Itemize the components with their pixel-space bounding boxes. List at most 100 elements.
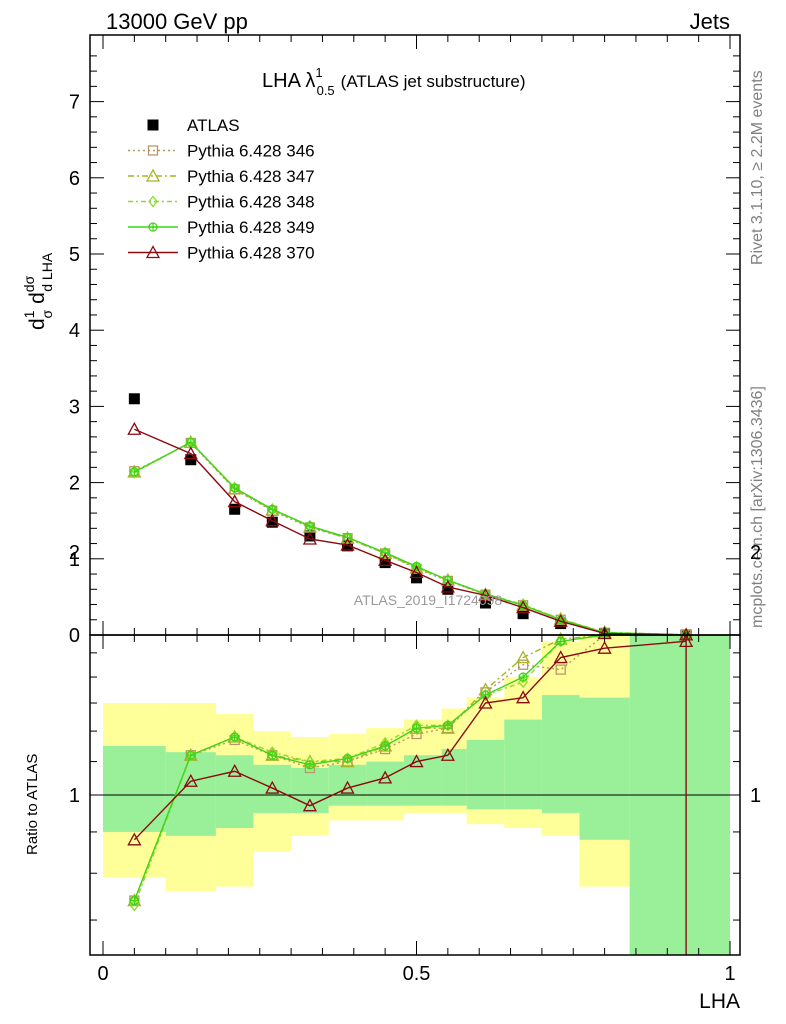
main-ylabel: d1 σddσ d LHA (21, 252, 55, 330)
ratio-ytick-label-left-2: 2 (69, 542, 80, 564)
legend-marker-2 (145, 168, 161, 182)
ratio-point-s4-0 (127, 832, 142, 846)
legend: ATLAS Pythia 6.428 346 Pythia 6.428 347 Pyt… (128, 116, 315, 263)
band-inner-2 (215, 755, 254, 829)
band-inner-7 (403, 755, 442, 806)
header-left: 13000 GeV pp (106, 9, 248, 34)
ratio-ytick-label-right-1: 1 (750, 785, 761, 807)
main-point-s0-8 (442, 583, 454, 595)
band-inner-11 (541, 695, 580, 813)
ratio-point-s4-12 (597, 640, 612, 654)
main-point-s5-6 (378, 552, 393, 566)
main-point-s4-0 (129, 467, 140, 477)
main-point-s5-9 (478, 588, 493, 602)
main-point-s5-4 (302, 531, 318, 545)
title-sup: 1 (315, 65, 322, 80)
legend-marker-4 (148, 222, 158, 232)
ratio-line-3 (133, 634, 687, 901)
main-line-5 (134, 428, 687, 636)
main-point-s5-8 (440, 579, 455, 593)
svg-text:LHA λ10.5(ATLAS jet substructu: LHA λ1 0.5 (ATLAS jet substructure) (262, 65, 526, 98)
ratio-point-s2-11 (555, 635, 566, 648)
band-inner-0 (103, 746, 166, 832)
main-point-s4-3 (267, 504, 277, 514)
main-point-s4-4 (305, 521, 315, 531)
band-inner-1 (165, 752, 216, 836)
plot-title: LHA λ1 0.5 (ATLAS jet substructure) (262, 65, 526, 98)
ratio-point-s3-2 (230, 732, 240, 742)
ratio-point-s0-11 (555, 664, 566, 675)
main-point-s4-2 (230, 483, 240, 493)
ratio-point-s3-3 (267, 750, 277, 760)
ratio-point-s3-9 (480, 690, 491, 700)
ratio-point-s3-1 (186, 750, 196, 760)
main-point-s5-0 (127, 421, 142, 435)
main-point-s0-0 (128, 393, 140, 405)
title-suffix: (ATLAS jet substructure) (341, 72, 526, 91)
band-inner-6 (366, 761, 404, 806)
band-inner-12 (579, 697, 630, 840)
main-ytick-label-2: 2 (69, 473, 80, 495)
main-point-s0-3 (266, 516, 278, 528)
xtick-label-1: 0.5 (403, 963, 431, 985)
main-point-s0-1 (185, 454, 197, 466)
band-inner-5 (328, 764, 367, 806)
main-ytick-label-4: 4 (69, 320, 80, 342)
rivet-label: Rivet 3.1.10, ≥ 2.2M events (749, 70, 766, 265)
ratio-point-s4-8 (440, 747, 455, 761)
axes: 012345670.50.5112200.51 (69, 35, 761, 985)
main-point-s5-1 (183, 446, 198, 460)
legend-marker-3 (148, 195, 158, 208)
ratio-point-s4-6 (378, 770, 393, 784)
title-main: LHA λ (262, 70, 315, 92)
legend-label-4: Pythia 6.428 349 (187, 218, 315, 237)
ratio-point-s4-1 (183, 773, 198, 787)
main-point-s5-5 (340, 537, 355, 551)
ratio-point-s1-10 (515, 650, 531, 664)
band-inner-9 (466, 739, 505, 810)
main-point-s0-2 (229, 503, 241, 515)
x-axis-label: LHA (699, 990, 740, 1013)
ratio-ylabel: Ratio to ATLAS (24, 754, 41, 855)
main-point-s0-6 (379, 557, 391, 569)
main-ytick-label-0: 0 (69, 625, 80, 647)
ratio-point-s3-7 (411, 723, 422, 733)
band-inner-3 (253, 764, 292, 813)
xtick-label-2: 1 (724, 963, 735, 985)
main-point-s3-2 (229, 481, 240, 494)
main-ytick-label-3: 3 (69, 396, 80, 418)
mcplots-label: mcplots.cern.ch [arXiv:1306.3436] (749, 386, 766, 628)
ratio-point-s2-2 (229, 730, 240, 744)
main-point-s4-1 (186, 437, 196, 447)
title-sub: 0.5 (317, 83, 335, 98)
ratio-point-s3-6 (380, 741, 390, 751)
legend-marker-1 (147, 145, 159, 156)
ratio-point-s4-3 (265, 780, 280, 794)
main-point-s0-10 (517, 608, 529, 620)
main-panel-marks (127, 393, 694, 641)
ratio-point-s3-0 (129, 895, 140, 906)
main-ytick-label-7: 7 (69, 92, 80, 114)
main-point-s5-2 (227, 494, 242, 508)
legend-marker-5 (145, 245, 161, 259)
main-point-s0-9 (479, 597, 491, 609)
main-point-s5-11 (553, 613, 568, 627)
ratio-panel-marks (127, 631, 694, 955)
main-ytick-label-6: 6 (69, 168, 80, 190)
analysis-watermark: ATLAS_2019_I1724098 (354, 592, 503, 608)
legend-marker-0 (147, 119, 159, 131)
legend-label-0: ATLAS (187, 116, 240, 135)
legend-label-3: Pythia 6.428 348 (187, 193, 315, 212)
ratio-point-s4-9 (478, 695, 493, 709)
ratio-point-s4-7 (409, 754, 424, 768)
ratio-point-s2-5 (342, 752, 353, 765)
ratio-uncertainty-bands (90, 635, 740, 955)
band-inner-10 (504, 719, 542, 810)
ratio-point-s3-10 (518, 672, 528, 682)
main-point-s0-4 (304, 530, 316, 542)
ratio-point-s3-5 (342, 753, 353, 764)
main-point-s0-5 (342, 540, 354, 552)
legend-label-2: Pythia 6.428 347 (187, 167, 315, 186)
